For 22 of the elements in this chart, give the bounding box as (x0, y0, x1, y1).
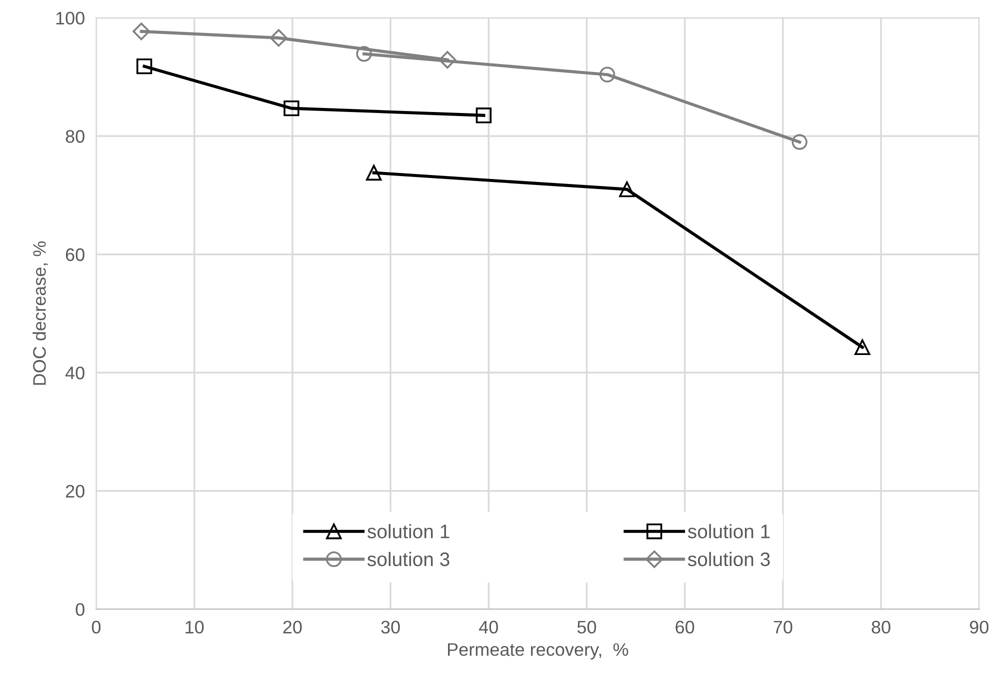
x-axis-title: Permeate recovery, % (448, 643, 628, 660)
legend-label: solution 1 (367, 524, 450, 538)
x-tick-label: 90 (970, 620, 988, 634)
y-tick-label: 60 (66, 248, 84, 262)
x-tick-label: 80 (872, 620, 890, 634)
x-tick-label: 40 (478, 620, 498, 634)
x-tick-label: 0 (92, 620, 101, 634)
y-tick-label: 0 (76, 603, 84, 616)
y-tick-label: 100 (56, 12, 84, 25)
x-tick-label: 10 (186, 620, 204, 634)
x-tick-label: 30 (381, 620, 400, 634)
x-tick-label: 50 (577, 620, 596, 634)
x-tick-label: 70 (774, 620, 792, 634)
x-tick-label: 20 (283, 620, 302, 634)
y-axis-title: DOC decrease, % (32, 241, 48, 385)
y-tick-label: 20 (66, 484, 84, 498)
x-tick-label: 60 (676, 620, 694, 634)
y-tick-label: 40 (65, 366, 84, 380)
legend-label: solution 1 (688, 524, 770, 538)
y-tick-label: 80 (66, 130, 84, 143)
legend-label: solution 3 (688, 552, 770, 566)
legend-label: solution 3 (367, 552, 450, 566)
